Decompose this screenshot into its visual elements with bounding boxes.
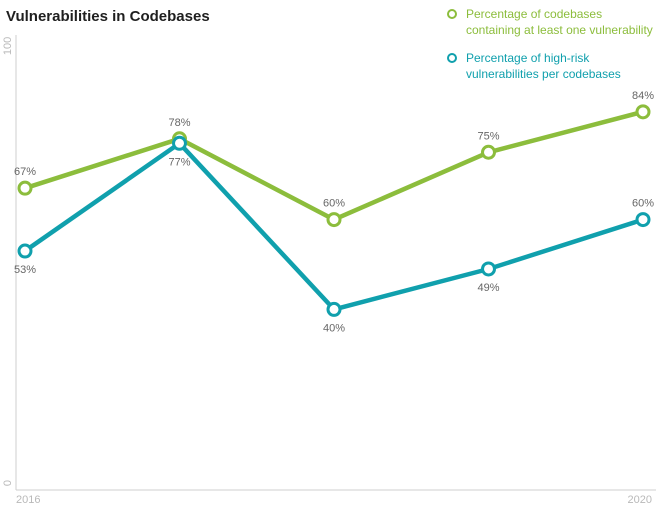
x-tick-label-first: 2016	[16, 494, 40, 506]
data-point-s0-0	[17, 180, 33, 196]
data-label-s0-0: 67%	[14, 166, 36, 178]
y-tick-label-max: 100	[2, 37, 14, 55]
data-label-s1-3: 49%	[477, 282, 499, 294]
data-label-s1-0: 53%	[14, 264, 36, 276]
data-label-s0-4: 84%	[632, 90, 654, 102]
data-label-s0-3: 75%	[477, 130, 499, 142]
data-point-s0-3	[481, 144, 496, 160]
data-point-s1-3	[481, 261, 496, 277]
tick-layer: 100 0 2016 2020	[2, 37, 652, 506]
y-tick-label-min: 0	[2, 480, 14, 486]
x-tick-label-last: 2020	[628, 494, 652, 506]
data-point-s1-4	[635, 212, 651, 228]
legend-label-high-risk: Percentage of high-risk vulnerabilities …	[466, 51, 621, 81]
data-point-s1-2	[326, 301, 342, 317]
data-label-s1-1: 77%	[168, 156, 190, 168]
data-point-s0-2	[326, 212, 342, 228]
legend-marker-codebases	[447, 9, 457, 19]
data-point-s1-0	[17, 243, 33, 259]
data-label-s0-2: 60%	[323, 198, 345, 210]
data-point-s1-1	[172, 135, 187, 151]
legend-item-high-risk: Percentage of high-risk vulnerabilities …	[446, 50, 656, 82]
data-label-s0-1: 78%	[168, 117, 190, 129]
legend-item-codebases: Percentage of codebases containing at le…	[446, 6, 656, 38]
legend: Percentage of codebases containing at le…	[446, 6, 656, 94]
data-label-s1-4: 60%	[632, 198, 654, 210]
chart-title: Vulnerabilities in Codebases	[6, 8, 210, 25]
legend-label-codebases: Percentage of codebases containing at le…	[466, 7, 653, 37]
series-layer: 67% 78% 60% 75% 84% 53% 77% 40% 49% 60%	[14, 90, 654, 335]
data-point-s0-4	[635, 104, 651, 120]
legend-marker-high-risk	[447, 53, 457, 63]
data-label-s1-2: 40%	[323, 322, 345, 334]
